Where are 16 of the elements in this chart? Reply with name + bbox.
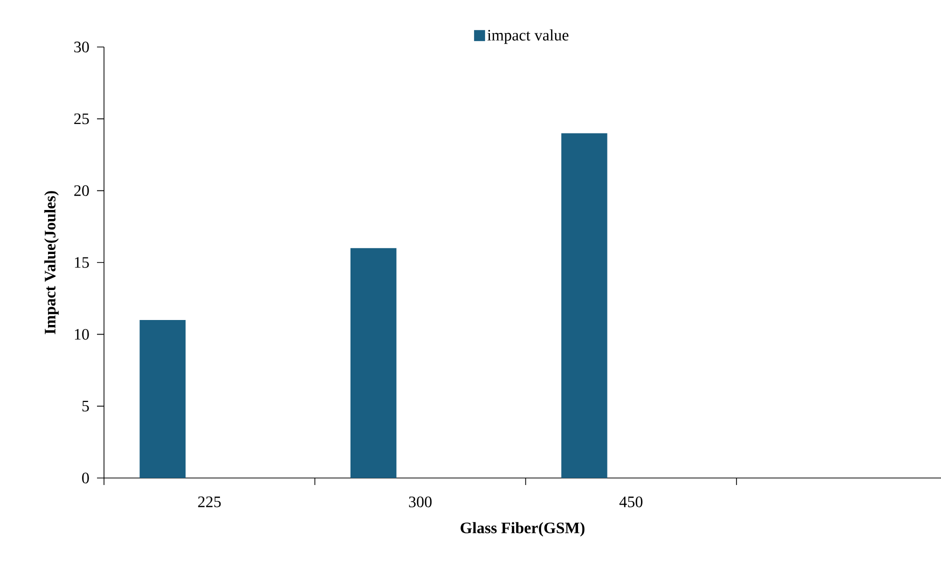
x-axis-title: Glass Fiber(GSM): [460, 522, 584, 537]
y-tick-label: 25: [74, 113, 89, 124]
x-tick-label: 225: [198, 496, 221, 508]
x-tick-label: 300: [409, 496, 432, 508]
bar: [350, 248, 396, 478]
x-tick-label: 450: [619, 496, 642, 508]
bar: [140, 320, 186, 478]
y-tick-label: 30: [74, 42, 89, 52]
y-tick-label: 15: [74, 257, 89, 268]
bar: [561, 133, 608, 478]
legend-label: impact value: [487, 29, 568, 44]
y-tick-label: 20: [74, 185, 89, 196]
y-tick-label: 5: [82, 400, 89, 412]
y-tick-label: 0: [82, 472, 89, 484]
y-tick-label: 10: [74, 328, 89, 340]
y-axis-title: Impact Value(Joules): [44, 191, 59, 334]
